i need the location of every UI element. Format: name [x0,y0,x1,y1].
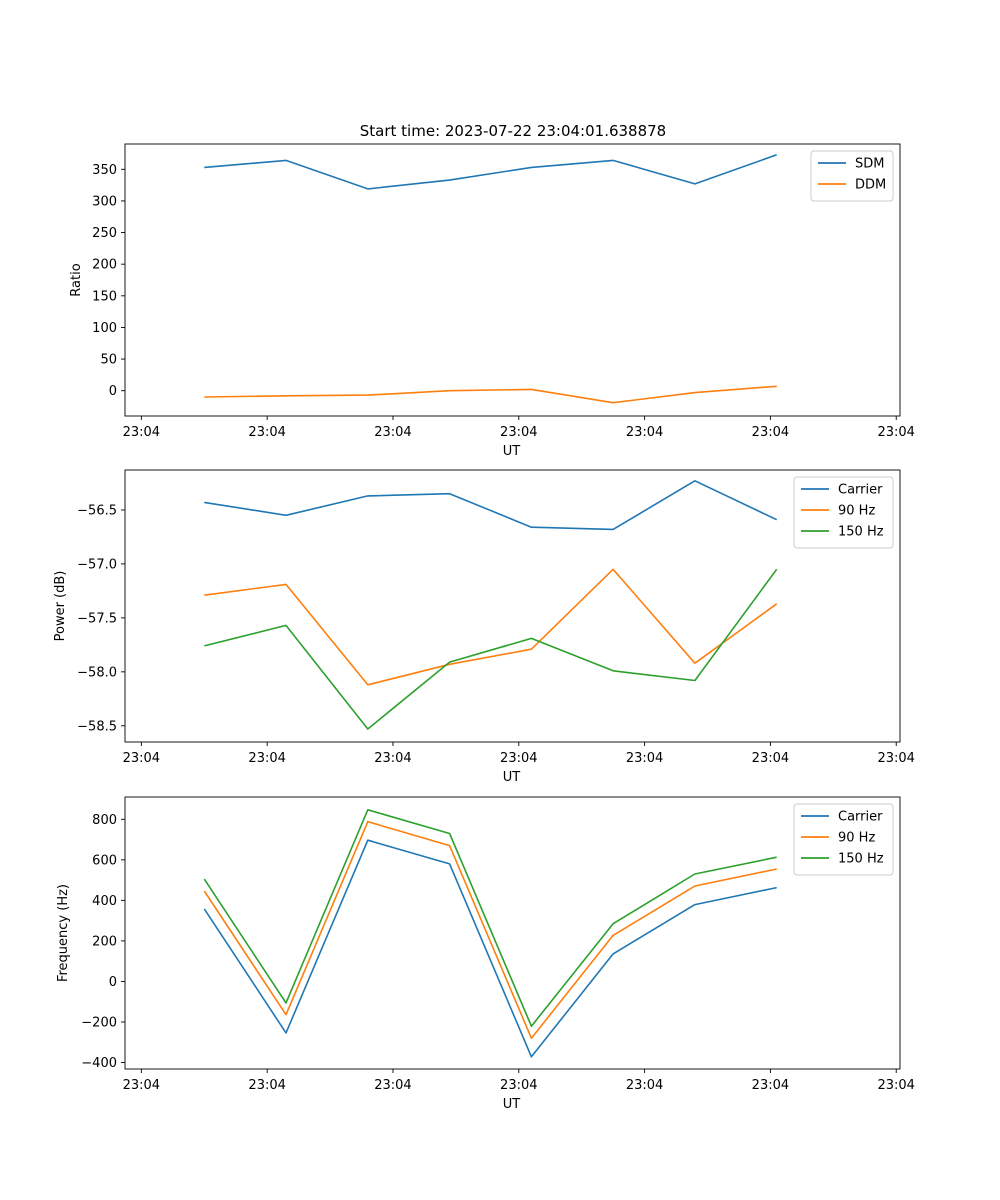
x-tick-label: 23:04 [123,1078,160,1093]
axes-frame [124,143,901,417]
legend-entry-label: SDM [855,157,884,172]
legend: Carrier 90 Hz 150 Hz [793,803,894,876]
x-tick-label: 23:04 [123,751,160,766]
x-axis-label: UT [503,444,521,459]
series-line-150-hz [203,808,777,1027]
legend-entry-label: DDM [855,178,886,193]
y-tick-label: 300 [92,194,117,209]
x-tick-label: 23:04 [123,425,160,440]
x-tick-label: 23:04 [248,751,285,766]
y-tick-label: −57.5 [77,611,117,626]
chart-panel-3: −400 −200 0 200 400 600 800 23:04 23:04 23:04 23:0… [56,796,915,1112]
legend-entry-label: 90 Hz [838,831,875,846]
x-tick-label: 23:04 [500,1078,537,1093]
y-tick-label: 200 [92,258,117,273]
x-tick-label: 23:04 [374,425,411,440]
y-tick-label: −56.5 [77,503,117,518]
series-line-carrier [203,839,777,1058]
legend-entry-label: Carrier [838,810,883,825]
x-axis-label: UT [503,1097,521,1112]
y-tick-label: 0 [109,975,117,990]
y-tick-label: −58.0 [77,665,117,680]
series-line-90-hz [203,820,777,1039]
y-tick-label: 400 [92,894,117,909]
y-tick-label: 150 [92,289,117,304]
y-tick-label: 350 [92,163,117,178]
series-line-150-hz [204,568,778,730]
y-tick-label: 200 [92,934,117,949]
series-line-ddm [204,385,777,404]
x-tick-label: 23:04 [248,425,285,440]
x-tick-label: 23:04 [626,751,663,766]
series-line-carrier [204,479,778,531]
y-tick-label: 100 [92,321,117,336]
legend: SDM DDM [810,150,894,202]
x-tick-label: 23:04 [626,1078,663,1093]
axes-frame [124,796,901,1070]
legend-entry-label: 150 Hz [838,852,884,867]
series-line-90-hz [204,568,778,686]
y-tick-label: −58.5 [77,719,117,734]
x-tick-label: 23:04 [752,425,789,440]
x-tick-label: 23:04 [626,425,663,440]
series-line-sdm [204,154,777,190]
y-axis-label: Frequency (Hz) [56,884,71,982]
x-tick-label: 23:04 [500,751,537,766]
x-tick-label: 23:04 [374,1078,411,1093]
y-tick-label: 600 [92,853,117,868]
legend: Carrier 90 Hz 150 Hz [793,476,894,549]
x-tick-label: 23:04 [877,425,914,440]
axes-frame [124,469,901,743]
x-tick-label: 23:04 [500,425,537,440]
chart-panel-2: −58.5 −58.0 −57.5 −57.0 −56.5 23:04 23:04 23:04… [53,469,915,785]
chart-panel-1: 0 50 100 150 200 250 300 350 23:04 23:04 23:04 23:0… [69,143,915,459]
legend-entry-label: 150 Hz [838,525,884,540]
y-axis-label: Ratio [69,263,84,296]
charts-container: 0 50 100 150 200 250 300 350 23:04 23:04 23:04 23:0… [53,143,915,1112]
x-tick-label: 23:04 [248,1078,285,1093]
y-tick-label: 800 [92,813,117,828]
y-tick-label: −400 [81,1056,117,1071]
x-tick-label: 23:04 [752,751,789,766]
legend-entry-label: Carrier [838,483,883,498]
legend-entry-label: 90 Hz [838,504,875,519]
x-tick-label: 23:04 [877,1078,914,1093]
x-tick-label: 23:04 [374,751,411,766]
y-tick-label: 0 [109,384,117,399]
figure-title: Start time: 2023-07-22 23:04:01.638878 [360,122,666,140]
y-tick-label: 250 [92,226,117,241]
y-axis-label: Power (dB) [53,571,68,642]
x-tick-label: 23:04 [877,751,914,766]
x-axis-label: UT [503,770,521,785]
y-tick-label: 50 [100,353,117,368]
y-tick-label: −57.0 [77,557,117,572]
x-tick-label: 23:04 [752,1078,789,1093]
y-tick-label: −200 [81,1015,117,1030]
